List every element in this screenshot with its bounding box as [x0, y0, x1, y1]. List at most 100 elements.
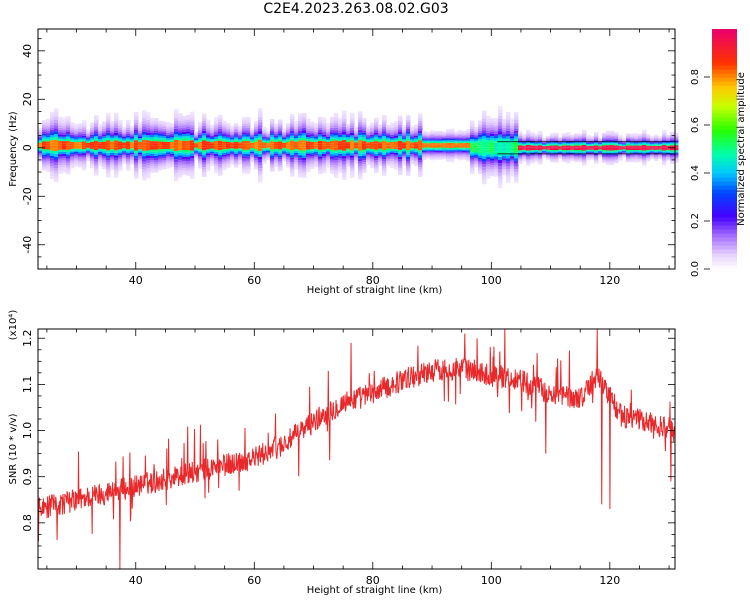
spectrogram-cell	[638, 139, 643, 141]
spectrogram-cell	[182, 158, 187, 162]
spectrogram-cell	[94, 168, 99, 171]
spectrogram-cell	[42, 166, 47, 169]
colorbar: 0.00.20.40.60.8 Normalized spectral ampli…	[690, 29, 747, 277]
spectrogram-cell	[486, 137, 491, 141]
spectrogram-cell	[262, 148, 267, 150]
spectrogram-cell	[350, 112, 355, 116]
spectrogram-cell	[654, 150, 659, 152]
spectrogram-cell	[130, 158, 135, 161]
spectrogram-cell	[286, 131, 291, 134]
spectrogram-cell	[326, 124, 331, 127]
spectrogram-cell	[282, 137, 287, 140]
spectrogram-cell	[430, 145, 435, 147]
spectrogram-cell	[482, 175, 487, 179]
spectrogram-cell	[486, 140, 491, 143]
spectrogram-cell	[86, 146, 91, 148]
spectrogram-cell	[366, 157, 371, 159]
spectrogram-cell	[230, 125, 235, 128]
spectrogram-cell	[222, 139, 227, 142]
spectrogram-cell	[402, 137, 407, 140]
spectrogram-cell	[166, 143, 171, 146]
spectrogram-cell	[418, 159, 423, 163]
spectrogram-cell	[486, 118, 491, 121]
spectrogram-cell	[334, 175, 339, 178]
spectrogram-cell	[346, 148, 351, 151]
spectrogram-cell	[138, 165, 143, 168]
spectrogram-cell	[638, 134, 643, 136]
spectrogram-cell	[670, 131, 675, 133]
spectrogram-cell	[302, 175, 307, 178]
spectrogram-cell	[434, 158, 439, 160]
spectrogram-cell	[54, 159, 59, 163]
spectrogram-cell	[346, 142, 351, 144]
spectrogram-cell	[230, 160, 235, 162]
spectrogram-cell	[490, 156, 495, 159]
spectrogram-cell	[150, 153, 155, 156]
spectrogram-cell	[530, 158, 535, 160]
spectrogram-cell	[138, 139, 143, 142]
spectrogram-cell	[338, 149, 343, 152]
spectrogram-cell	[402, 151, 407, 154]
spectrogram-cell	[330, 151, 335, 155]
colorbar-segment	[712, 189, 737, 194]
spectrogram-cell	[274, 130, 279, 132]
spectrogram-cell	[322, 145, 327, 148]
spectrogram-cell	[378, 142, 383, 144]
spectrogram-cell	[306, 122, 311, 125]
spectrogram-cell	[126, 125, 131, 128]
spectrogram-cell	[154, 166, 159, 169]
spectrogram-cell	[82, 154, 87, 157]
spectrogram-cell	[366, 161, 371, 164]
spectrogram-cell	[142, 139, 147, 143]
spectrogram-cell	[102, 132, 107, 135]
spectrogram-cell	[474, 138, 479, 140]
spectrogram-cell	[630, 140, 635, 142]
spectrogram-cell	[570, 146, 575, 148]
spectrogram-cell	[598, 139, 603, 141]
spectrogram-cell	[606, 154, 611, 156]
spectrogram-cell	[646, 158, 651, 160]
spectrogram-cell	[598, 146, 603, 148]
spectrogram-cell	[102, 134, 107, 137]
spectrogram-cell	[286, 150, 291, 153]
spectrogram-cell	[654, 136, 659, 138]
spectrogram-cell	[406, 173, 411, 176]
spectrogram-cell	[506, 128, 511, 131]
spectrogram-cell	[566, 133, 571, 135]
spectrogram-cell	[98, 145, 103, 147]
spectrogram-cell	[38, 130, 43, 133]
spectrogram-cell	[386, 145, 391, 147]
spectrogram-cell	[258, 162, 263, 166]
spectrogram-cell	[478, 128, 483, 131]
spectrogram-cell	[126, 137, 131, 140]
spectrogram-cell	[194, 146, 199, 148]
spectrogram-cell	[242, 156, 247, 159]
spectrogram-cell	[378, 156, 383, 159]
spectrogram-cell	[358, 166, 363, 169]
spectrogram-cell	[514, 144, 519, 148]
spectrogram-cell	[46, 124, 51, 127]
spectrogram-cell	[58, 140, 63, 144]
spectrogram-cell	[302, 160, 307, 163]
spectrogram-cell	[154, 151, 159, 154]
spectrogram-cell	[74, 138, 79, 141]
spectrogram-cell	[198, 148, 203, 151]
spectrogram-cell	[230, 137, 235, 140]
spectrogram-cell	[574, 142, 579, 144]
spectrogram-cell	[286, 147, 291, 149]
spectrogram-cell	[102, 121, 107, 124]
spectrogram-cell	[290, 157, 295, 160]
spectrogram-cell	[178, 150, 183, 153]
spectrogram-cell	[642, 160, 647, 162]
spectrogram-cell	[130, 160, 135, 162]
spectrogram-cell	[554, 154, 559, 156]
spectrogram-cell	[262, 136, 267, 139]
spectrogram-cell	[326, 165, 331, 168]
spectrogram-cell	[338, 134, 343, 137]
spectrogram-cell	[458, 149, 463, 152]
spectrogram-cell	[190, 127, 195, 130]
spectrogram-cell	[654, 159, 659, 161]
spectrogram-cell	[362, 117, 367, 121]
spectrogram-cell	[446, 142, 451, 145]
spectrogram-cell	[310, 125, 315, 128]
